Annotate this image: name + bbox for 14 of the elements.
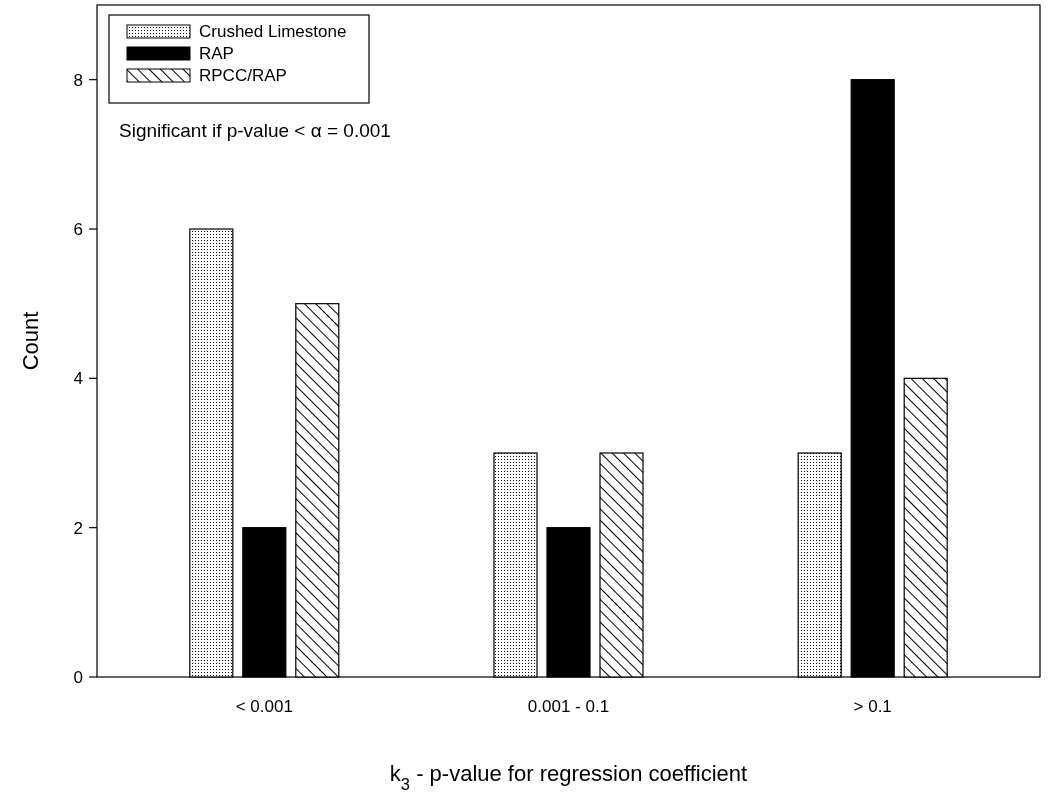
y-tick-label: 4 bbox=[73, 369, 83, 389]
x-tick-label: 0.001 - 0.1 bbox=[527, 697, 610, 716]
x-axis-title: k$_{3}$ - p-value for regression coefficient bbox=[389, 761, 748, 793]
y-tick-label: 6 bbox=[73, 219, 83, 239]
legend-label: RAP bbox=[199, 44, 234, 64]
x-tick-label: > 0.1 bbox=[853, 697, 892, 716]
legend-label: Crushed Limestone bbox=[199, 22, 347, 42]
annotation: Significant if p-value < α = 0.001 bbox=[119, 120, 391, 141]
x-tick-label: < 0.001 bbox=[235, 697, 293, 716]
y-tick-label: 8 bbox=[73, 70, 83, 90]
y-axis-title: Count bbox=[18, 311, 43, 371]
legend-label: RPCC/RAP bbox=[199, 66, 287, 86]
y-tick-label: 0 bbox=[73, 667, 83, 687]
y-tick-label: 2 bbox=[73, 518, 83, 538]
